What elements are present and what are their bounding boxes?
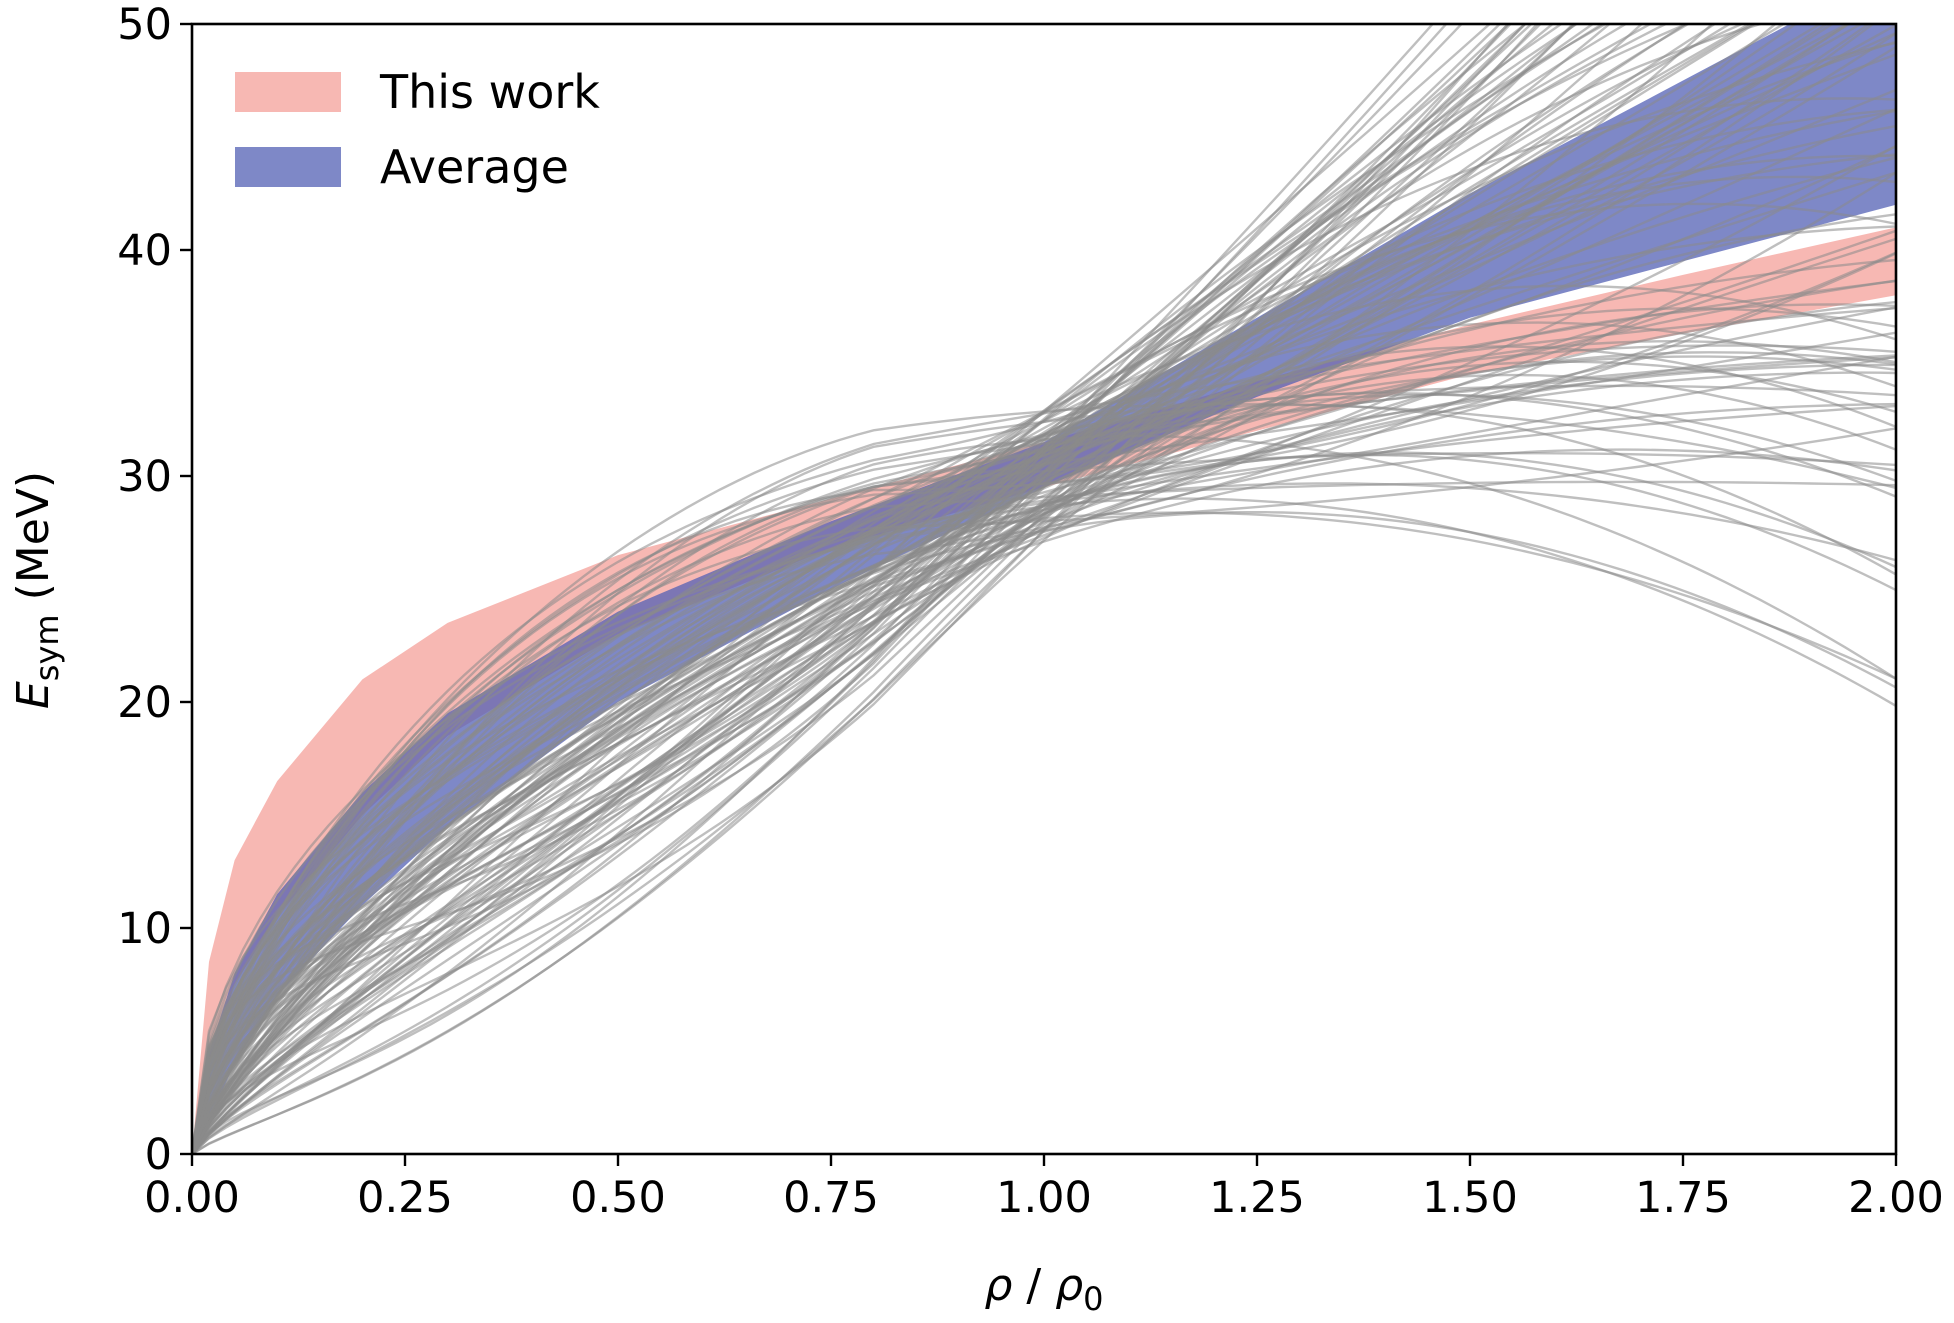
eos-curve <box>192 373 1896 1154</box>
x-tick-label: 2.00 <box>1848 1173 1944 1223</box>
eos-curve <box>192 213 1896 1154</box>
x-tick-label: 0.75 <box>783 1173 879 1223</box>
curve-layer <box>192 24 1896 1154</box>
x-tick-label: 0.25 <box>357 1173 453 1223</box>
eos-curve <box>192 171 1896 1154</box>
eos-curve <box>192 32 1896 1154</box>
y-axis: 0 10 20 30 40 50 <box>117 0 192 1180</box>
legend-label-average: Average <box>380 140 569 194</box>
y-tick-label: 50 <box>117 0 172 50</box>
x-axis-label: ρ / ρ0 <box>984 1260 1103 1318</box>
eos-curve <box>192 360 1896 1154</box>
plot-area <box>192 24 1896 1154</box>
eos-curve <box>192 345 1896 1154</box>
band-this-work <box>192 227 1896 1154</box>
eos-curve <box>192 448 1896 1154</box>
x-tick-label: 0.50 <box>570 1173 666 1223</box>
eos-curve <box>192 497 1896 1154</box>
x-tick-label: 1.50 <box>1422 1173 1518 1223</box>
eos-curve <box>192 24 1464 1154</box>
x-tick-label: 1.00 <box>996 1173 1092 1223</box>
eos-curve <box>192 339 1896 1154</box>
y-tick-label: 0 <box>145 1130 172 1180</box>
eos-curve <box>192 124 1896 1154</box>
eos-curve <box>192 153 1896 1154</box>
eos-curve <box>192 307 1896 1154</box>
x-axis: 0.00 0.25 0.50 0.75 1.00 1.25 1.50 1.75 2.00 <box>144 1154 1944 1223</box>
y-axis-label: Esym (MeV) <box>8 471 66 709</box>
eos-curve <box>192 24 1595 1154</box>
eos-curve <box>192 393 1896 1154</box>
eos-curve <box>192 252 1896 1154</box>
eos-curve <box>192 107 1896 1154</box>
eos-curve <box>192 24 1448 1154</box>
eos-curve <box>192 24 1786 1154</box>
x-tick-label: 1.25 <box>1209 1173 1305 1223</box>
eos-curve <box>192 24 1644 1154</box>
y-tick-label: 40 <box>117 226 172 276</box>
legend-swatch-average <box>235 147 341 187</box>
legend-swatch-this-work <box>235 72 341 112</box>
eos-curve <box>192 427 1896 1154</box>
eos-curve <box>192 351 1896 1154</box>
y-tick-label: 10 <box>117 904 172 954</box>
y-tick-label: 20 <box>117 678 172 728</box>
eos-curve <box>192 24 1608 1154</box>
x-tick-label: 0.00 <box>144 1173 240 1223</box>
y-tick-label: 30 <box>117 452 172 502</box>
legend: This work Average <box>235 65 600 194</box>
legend-label-this-work: This work <box>379 65 600 119</box>
band-layer <box>192 24 1896 1154</box>
band-average <box>192 24 1896 1154</box>
x-tick-label: 1.75 <box>1635 1173 1731 1223</box>
eos-curve <box>192 452 1896 1154</box>
